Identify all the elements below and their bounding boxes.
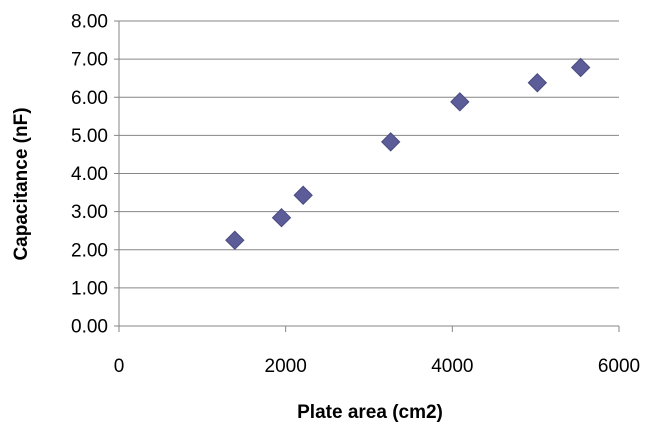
x-axis-title: Plate area (cm2): [297, 402, 443, 423]
data-point-2: [293, 185, 313, 205]
y-axis-title: Capacitance (nF): [11, 107, 32, 260]
x-tick-label-3: 6000: [598, 356, 640, 377]
y-tick-label-5: 5.00: [71, 126, 108, 147]
axes: [114, 20, 620, 332]
y-tick-label-4: 4.00: [71, 164, 108, 185]
x-tick-label-1: 2000: [265, 356, 307, 377]
data-point-5: [527, 73, 548, 93]
y-tick-label-3: 3.00: [71, 202, 108, 223]
x-tick-labels: 0 2000 4000 6000: [114, 356, 640, 377]
y-tick-label-0: 0.00: [71, 317, 108, 338]
y-tick-label-2: 2.00: [71, 240, 108, 261]
data-point-1: [271, 208, 292, 228]
x-tick-label-2: 4000: [431, 356, 473, 377]
data-point-3: [380, 132, 401, 152]
data-points: [225, 57, 591, 250]
x-tick-label-0: 0: [114, 356, 125, 377]
y-tick-label-7: 7.00: [71, 50, 108, 71]
data-point-4: [450, 92, 470, 112]
y-tick-label-6: 6.00: [71, 88, 108, 109]
y-tick-label-1: 1.00: [71, 278, 108, 299]
data-point-0: [225, 230, 245, 250]
data-point-6: [570, 57, 591, 78]
y-tick-labels: 0.00 1.00 2.00 3.00 4.00 5.00 6.00 7.00 8.00: [71, 12, 108, 338]
y-tick-label-8: 8.00: [71, 12, 108, 33]
gridlines: [119, 20, 619, 289]
